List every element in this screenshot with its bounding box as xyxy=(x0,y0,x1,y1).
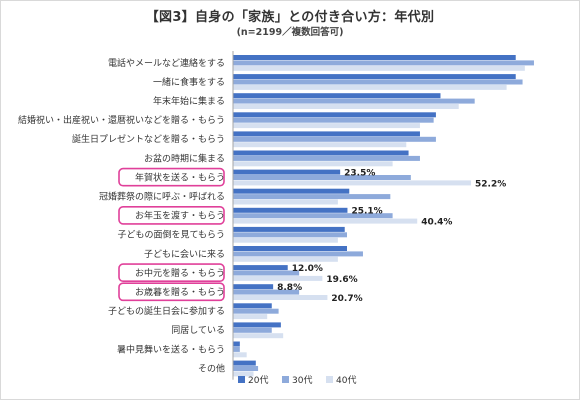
data-label: 12.0% xyxy=(292,264,323,274)
bar-40代 xyxy=(233,180,472,186)
legend-swatch xyxy=(282,376,289,383)
bar-20代 xyxy=(233,284,274,290)
bar-40代 xyxy=(233,218,418,224)
data-label: 40.4% xyxy=(421,218,452,228)
bar-30代 xyxy=(233,136,436,142)
legend-swatch xyxy=(326,376,333,383)
bar-20代 xyxy=(233,150,409,156)
bar-40代 xyxy=(233,104,459,109)
bar-20代 xyxy=(233,246,347,251)
bar-20代 xyxy=(233,303,272,309)
bar-40代 xyxy=(233,65,525,71)
bar-30代 xyxy=(233,289,300,295)
data-label: 20.7% xyxy=(331,294,362,304)
data-label: 8.8% xyxy=(277,283,302,293)
legend-label: 20代 xyxy=(248,375,268,386)
bar-20代 xyxy=(233,360,256,366)
category-label: 子どもの誕生日会に参加する xyxy=(108,305,225,317)
bar-40代 xyxy=(233,314,268,320)
bar-30代 xyxy=(233,175,411,180)
bar-20代 xyxy=(233,226,345,232)
bar-30代 xyxy=(233,346,240,352)
bar-20代 xyxy=(233,188,350,194)
legend-swatch xyxy=(238,376,245,383)
bar-30代 xyxy=(233,194,391,200)
bar-40代 xyxy=(233,352,247,358)
chart-subtitle: (n=2199／複数回答可) xyxy=(236,27,344,38)
category-label: お中元を贈る・もらう xyxy=(135,267,225,279)
category-label: 誕生日プレゼントなどを贈る・もらう xyxy=(72,133,225,145)
category-label: 子どもの面倒を見てもらう xyxy=(117,229,225,241)
bar-40代 xyxy=(233,237,338,243)
data-label: 25.1% xyxy=(351,207,382,217)
bar-40代 xyxy=(233,275,323,281)
bar-30代 xyxy=(233,60,534,66)
bar-30代 xyxy=(233,327,272,333)
bar-30代 xyxy=(233,79,523,85)
bar-30代 xyxy=(233,270,300,276)
bar-20代 xyxy=(233,131,420,137)
bar-30代 xyxy=(233,213,393,219)
highlight-box xyxy=(118,206,225,225)
bar-20代 xyxy=(233,112,436,118)
data-label: 23.5% xyxy=(344,169,375,179)
category-label: 暑中見舞いを送る・もらう xyxy=(117,343,225,355)
bar-40代 xyxy=(233,161,393,167)
bar-20代 xyxy=(233,207,348,213)
category-label: お年玉を渡す・もらう xyxy=(135,210,225,222)
bar-30代 xyxy=(233,98,475,104)
bar-40代 xyxy=(233,199,338,205)
category-label: 冠婚葬祭の際に呼ぶ・呼ばれる xyxy=(99,190,225,202)
data-label: 52.2% xyxy=(475,179,506,189)
bar-20代 xyxy=(233,265,288,271)
category-label: お歳暮を贈る・もらう xyxy=(135,286,225,298)
highlight-box xyxy=(118,263,225,283)
category-label: その他 xyxy=(198,362,225,374)
bar-40代 xyxy=(233,295,328,300)
bar-40代 xyxy=(233,371,254,377)
highlight-box xyxy=(118,282,225,302)
highlight-box xyxy=(118,167,225,187)
bar-30代 xyxy=(233,155,420,161)
category-label: 同居している xyxy=(171,325,225,336)
bar-20代 xyxy=(233,169,341,175)
bar-40代 xyxy=(233,142,407,148)
bar-20代 xyxy=(233,93,441,99)
bar-40代 xyxy=(233,123,420,129)
legend-label: 40代 xyxy=(336,375,356,386)
bar-40代 xyxy=(233,333,284,339)
category-label: お盆の時期に集まる xyxy=(144,152,225,164)
data-label: 19.6% xyxy=(326,275,357,285)
bar-20代 xyxy=(233,74,516,80)
bar-40代 xyxy=(233,84,507,90)
bar-30代 xyxy=(233,366,259,371)
bar-20代 xyxy=(233,322,281,328)
bar-20代 xyxy=(233,341,240,347)
category-label: 年賀状を送る・もらう xyxy=(135,171,225,183)
category-label: 年末年始に集まる xyxy=(153,95,225,107)
bar-30代 xyxy=(233,308,279,314)
bar-30代 xyxy=(233,117,434,123)
category-label: 一緒に食事をする xyxy=(153,76,225,88)
category-label: 子どもに会いに来る xyxy=(144,248,225,260)
bar-20代 xyxy=(233,55,516,60)
legend-label: 30代 xyxy=(292,375,312,386)
category-label: 結婚祝い・出産祝い・還暦祝いなどを贈る・もらう xyxy=(18,114,225,126)
bar-40代 xyxy=(233,256,338,262)
bar-30代 xyxy=(233,251,363,257)
chart-title: 【図3】自身の「家族」との付き合い方：年代別 xyxy=(145,10,435,25)
bar-30代 xyxy=(233,232,347,238)
category-label: 電話やメールなど連絡をする xyxy=(108,57,225,69)
